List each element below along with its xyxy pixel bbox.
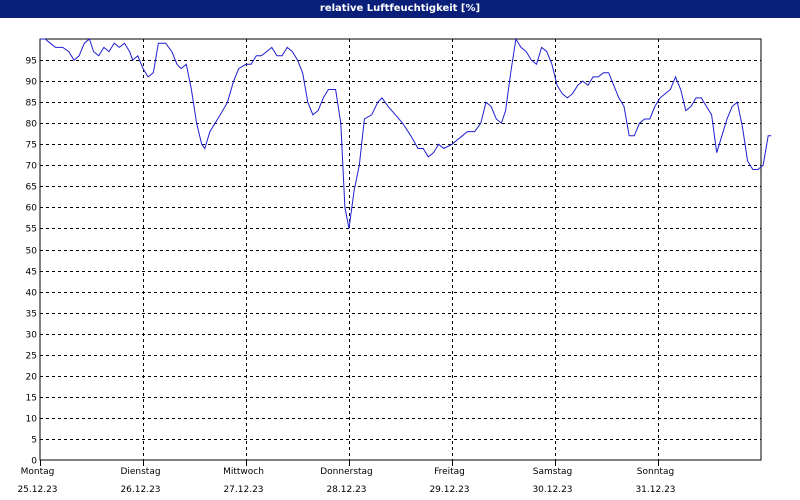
x-tick-date-label: 29.12.23	[429, 485, 469, 495]
y-tick-label: 35	[26, 310, 37, 320]
x-tick-day-label: Donnerstag	[320, 467, 373, 477]
y-tick-label: 95	[26, 57, 37, 67]
humidity-series-line	[40, 37, 772, 229]
y-tick-label: 10	[26, 415, 38, 425]
x-tick-day-label: Mittwoch	[223, 467, 264, 477]
y-tick-label: 65	[26, 183, 37, 193]
y-tick-label: 75	[26, 141, 37, 151]
y-tick-label: 80	[26, 120, 38, 130]
x-tick-date-label: 30.12.23	[532, 485, 572, 495]
y-tick-label: 85	[26, 99, 37, 109]
y-tick-label: 15	[26, 394, 37, 404]
y-tick-label: 5	[31, 436, 37, 446]
plot-area-border	[39, 38, 762, 461]
x-tick-date-label: 25.12.23	[17, 485, 57, 495]
x-tick-date-label: 28.12.23	[326, 485, 366, 495]
y-tick-label: 60	[26, 204, 38, 214]
x-tick-date-label: 31.12.23	[635, 485, 675, 495]
x-tick-date-label: 26.12.23	[120, 485, 160, 495]
y-tick-label: 90	[26, 78, 38, 88]
x-tick-day-label: Samstag	[533, 467, 572, 477]
x-tick-date-label: 27.12.23	[223, 485, 263, 495]
y-tick-label: 55	[26, 225, 37, 235]
y-tick-label: 30	[26, 331, 38, 341]
y-tick-label: 70	[26, 162, 38, 172]
x-tick-day-label: Freitag	[434, 467, 465, 477]
y-tick-label: 25	[26, 352, 37, 362]
y-tick-label: 50	[26, 247, 38, 257]
chart-title: relative Luftfeuchtigkeit [%]	[0, 0, 800, 18]
x-tick-day-label: Montag	[21, 467, 55, 477]
y-tick-label: 0	[31, 457, 37, 467]
x-tick-day-label: Dienstag	[120, 467, 160, 477]
y-tick-label: 40	[26, 289, 38, 299]
chart-layer: 0 5 10 15 20 25 30 35 40 45 50 55 60 65 70 75 80 85 90 95 Mo…	[17, 37, 772, 495]
x-tick-day-label: Sonntag	[637, 467, 674, 477]
y-tick-label: 20	[26, 373, 38, 383]
y-tick-label: 45	[26, 268, 37, 278]
humidity-line-chart: 0 5 10 15 20 25 30 35 40 45 50 55 60 65 70 75 80 85 90 95 Mo…	[17, 37, 772, 495]
